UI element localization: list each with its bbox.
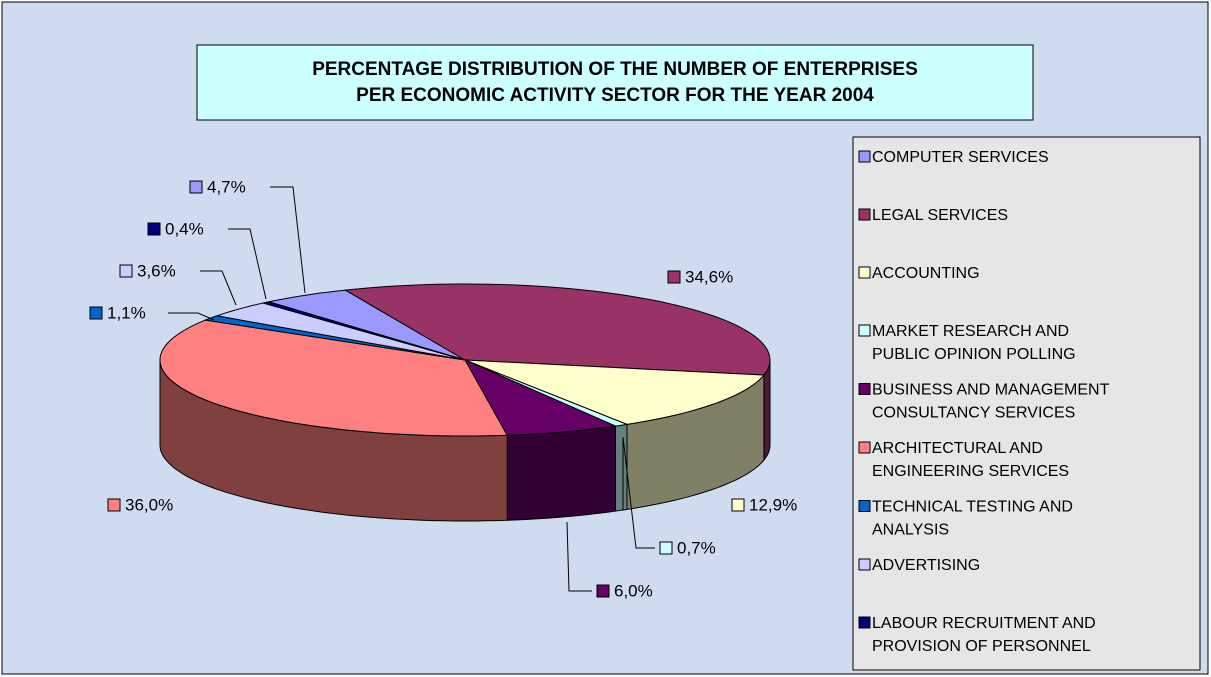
text-line: ANALYSIS bbox=[872, 522, 949, 539]
data-label: 0,7% bbox=[677, 538, 716, 557]
text-line: PUBLIC OPINION POLLING bbox=[872, 346, 1076, 363]
legend-swatch bbox=[858, 441, 871, 454]
text-line: MARKET RESEARCH AND bbox=[872, 323, 1069, 340]
legend-label: BUSINESS AND MANAGEMENT CONSULTANCY SERVI… bbox=[872, 382, 1110, 422]
label-swatch bbox=[147, 222, 161, 236]
data-label: 6,0% bbox=[614, 581, 653, 600]
leader-line bbox=[168, 312, 215, 321]
text-line: ACCOUNTING bbox=[872, 265, 980, 282]
text-line: LABOUR RECRUITMENT AND bbox=[872, 615, 1096, 632]
legend-swatch bbox=[858, 558, 871, 571]
data-label: 0,4% bbox=[165, 219, 204, 238]
legend-label: COMPUTER SERVICES bbox=[872, 149, 1049, 166]
legend-label: MARKET RESEARCH AND PUBLIC OPINION POLLIN… bbox=[872, 323, 1076, 363]
data-label: 34,6% bbox=[685, 267, 733, 286]
text-line: PERCENTAGE DISTRIBUTION OF THE NUMBER OF… bbox=[312, 59, 918, 80]
pie-slice-side bbox=[506, 425, 616, 521]
leader-line bbox=[228, 228, 267, 300]
leader-line bbox=[200, 270, 237, 306]
legend-swatch bbox=[858, 383, 871, 395]
leader-line bbox=[270, 186, 306, 294]
legend-label: TECHNICAL TESTING AND ANALYSIS bbox=[872, 499, 1073, 539]
data-label: 12,9% bbox=[749, 495, 797, 514]
legend-swatch bbox=[858, 616, 871, 629]
pie-slice bbox=[159, 319, 509, 437]
label-swatch bbox=[659, 541, 673, 555]
leader-line bbox=[566, 521, 592, 592]
data-label: 3,6% bbox=[137, 261, 176, 280]
legend-label: ADVERTISING bbox=[872, 557, 980, 574]
title-box bbox=[196, 44, 1034, 121]
label-swatch bbox=[107, 498, 121, 512]
pie-slice bbox=[464, 359, 765, 425]
legend-box bbox=[852, 136, 1201, 671]
data-label: 4,7% bbox=[207, 177, 246, 196]
pie-slice bbox=[343, 283, 771, 376]
legend-swatch bbox=[858, 500, 871, 512]
label-swatch bbox=[731, 498, 745, 512]
legend-swatch bbox=[858, 208, 871, 221]
label-swatch bbox=[189, 180, 203, 194]
label-swatch bbox=[596, 584, 610, 598]
text-line: TECHNICAL TESTING AND bbox=[872, 499, 1073, 516]
pie-slice-side bbox=[615, 423, 628, 512]
pie-slice bbox=[268, 289, 466, 361]
legend-label: LABOUR RECRUITMENT AND PROVISION OF PERSO… bbox=[872, 615, 1096, 655]
legend-swatch bbox=[858, 324, 871, 337]
text-line: LEGAL SERVICES bbox=[872, 207, 1008, 224]
label-swatch bbox=[89, 306, 103, 320]
legend-label: LEGAL SERVICES bbox=[872, 207, 1008, 224]
legend-swatch bbox=[858, 266, 871, 279]
leader-line bbox=[622, 436, 655, 549]
data-label: 36,0% bbox=[125, 495, 173, 514]
legend-label: ARCHITECTURAL AND ENGINEERING SERVICES bbox=[872, 440, 1069, 480]
text-line: BUSINESS AND MANAGEMENT bbox=[872, 382, 1110, 399]
text-line: PROVISION OF PERSONNEL bbox=[872, 638, 1091, 655]
pie-slice bbox=[262, 301, 466, 361]
text-line: PER ECONOMIC ACTIVITY SECTOR FOR THE YEA… bbox=[356, 85, 874, 106]
pie-slice-side bbox=[763, 359, 771, 462]
text-line: CONSULTANCY SERVICES bbox=[872, 405, 1075, 422]
text-line: ENGINEERING SERVICES bbox=[872, 463, 1069, 480]
legend-label: ACCOUNTING bbox=[872, 265, 980, 282]
text-line: ADVERTISING bbox=[872, 557, 980, 574]
data-label: 1,1% bbox=[107, 303, 146, 322]
text-line: ARCHITECTURAL AND bbox=[872, 440, 1043, 457]
text-line: COMPUTER SERVICES bbox=[872, 149, 1049, 166]
label-swatch bbox=[667, 270, 681, 284]
label-swatch bbox=[119, 264, 133, 278]
pie-slice bbox=[216, 302, 466, 361]
legend-swatch bbox=[858, 150, 871, 163]
pie-slice bbox=[463, 358, 618, 436]
chart-title: PERCENTAGE DISTRIBUTION OF THE NUMBER OF… bbox=[312, 59, 918, 106]
